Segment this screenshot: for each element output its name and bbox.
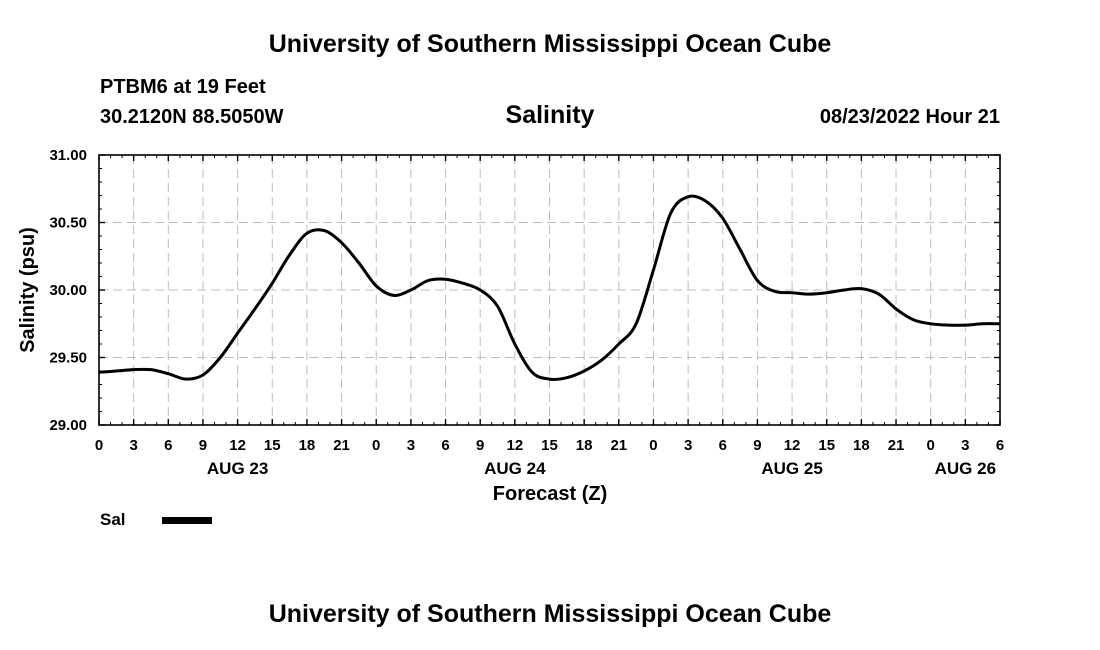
x-tick-label: 21 xyxy=(333,437,350,454)
x-tick-label: 12 xyxy=(784,437,801,454)
series-line-sal xyxy=(98,194,1001,381)
x-tick-label: 21 xyxy=(610,437,627,454)
x-tick-label: 21 xyxy=(888,437,905,454)
x-tick-label: 9 xyxy=(199,437,207,454)
chart-title: Salinity xyxy=(505,101,595,129)
x-tick-label: 15 xyxy=(818,437,835,454)
x-tick-label: 6 xyxy=(996,437,1004,454)
y-tick-label: 30.50 xyxy=(49,215,87,232)
date-label: AUG 25 xyxy=(761,459,822,478)
y-tick-label: 29.50 xyxy=(49,350,87,367)
x-tick-label: 3 xyxy=(129,437,137,454)
date-label: AUG 26 xyxy=(935,459,996,478)
x-tick-label: 3 xyxy=(684,437,692,454)
x-tick-label: 0 xyxy=(927,437,935,454)
date-label: AUG 23 xyxy=(207,459,268,478)
axis-ticks xyxy=(98,154,1001,426)
station-label: PTBM6 at 19 Feet xyxy=(100,76,266,98)
x-axis-label: Forecast (Z) xyxy=(493,483,607,505)
x-tick-label: 6 xyxy=(164,437,172,454)
grid-lines xyxy=(99,155,1000,425)
y-tick-label: 30.00 xyxy=(49,282,87,299)
x-tick-label: 18 xyxy=(299,437,316,454)
date-label: AUG 24 xyxy=(484,459,546,478)
y-tick-label: 29.00 xyxy=(49,417,87,434)
x-tick-label: 9 xyxy=(753,437,761,454)
x-tick-label: 6 xyxy=(441,437,449,454)
x-tick-label: 12 xyxy=(229,437,246,454)
x-tick-label: 9 xyxy=(476,437,484,454)
y-axis-label: Salinity (psu) xyxy=(17,227,39,353)
page-title: University of Southern Mississippi Ocean… xyxy=(268,30,832,58)
x-tick-label: 0 xyxy=(649,437,657,454)
x-tick-label: 18 xyxy=(576,437,593,454)
x-tick-label: 15 xyxy=(264,437,281,454)
x-tick-label: 12 xyxy=(507,437,524,454)
x-tick-label: 0 xyxy=(372,437,380,454)
datetime-label: 08/23/2022 Hour 21 xyxy=(819,106,1000,128)
x-tick-label: 3 xyxy=(961,437,969,454)
series-layer xyxy=(98,194,1001,381)
axis-labels: 0 3 6 9 12 15 18 21 0 3 6 9 12 15 18 21 0 3 6 9 12 15 18 21 0 3 6 2… xyxy=(49,147,1004,478)
legend-label: Sal xyxy=(100,510,126,529)
x-tick-label: 18 xyxy=(853,437,870,454)
x-tick-label: 0 xyxy=(95,437,103,454)
y-tick-label: 31.00 xyxy=(49,147,87,164)
coordinates-label: 30.2120N 88.5050W xyxy=(100,106,284,128)
x-tick-label: 3 xyxy=(407,437,415,454)
footer-title: University of Southern Mississippi Ocean… xyxy=(268,600,832,628)
legend-swatch xyxy=(162,517,212,524)
x-tick-label: 15 xyxy=(541,437,558,454)
x-tick-label: 6 xyxy=(719,437,727,454)
